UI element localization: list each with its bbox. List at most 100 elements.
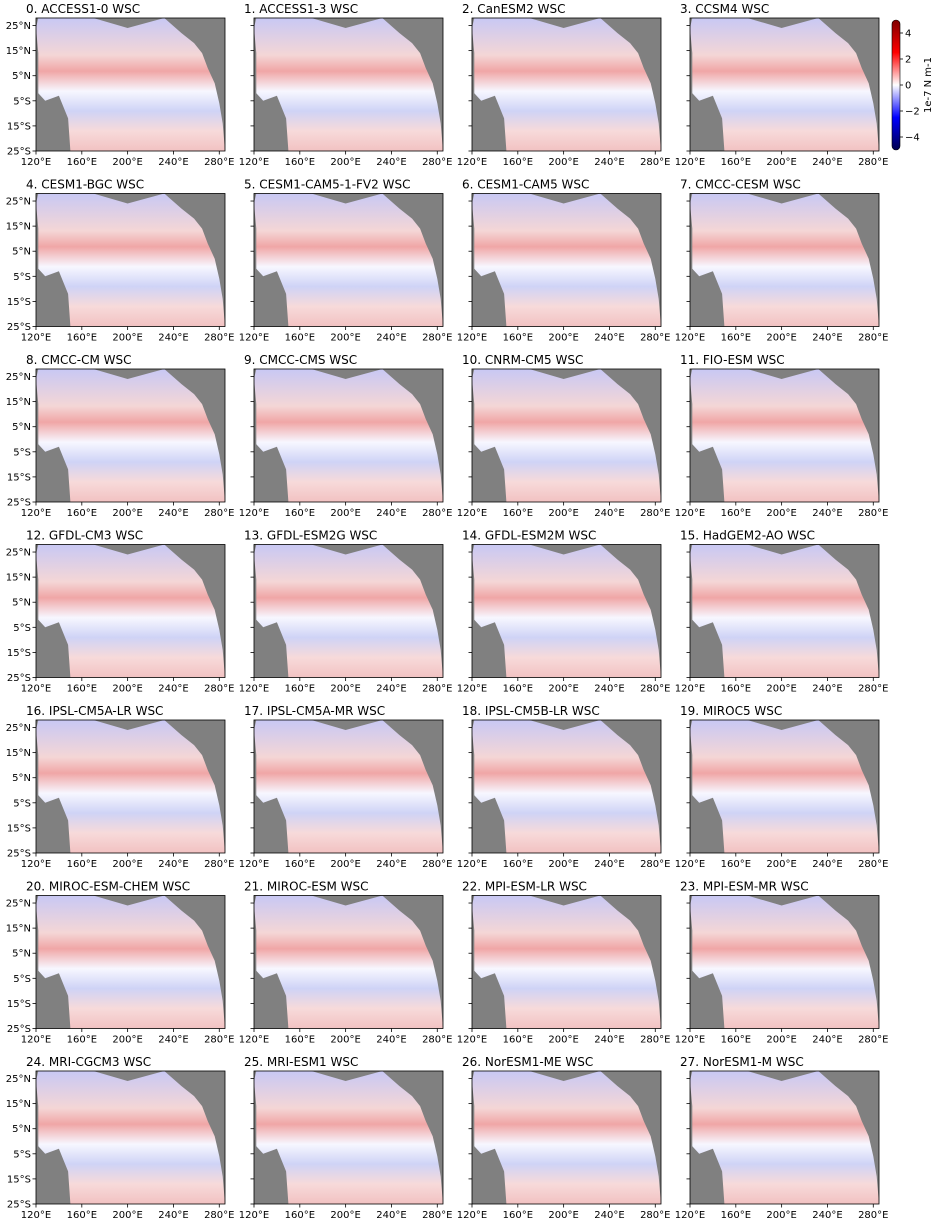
x-tick-label: 280°E (640, 1210, 670, 1221)
x-tick-label: 160°E (503, 1035, 533, 1046)
x-tick-label: 160°E (285, 1210, 315, 1221)
map-panel: 9. CMCC-CMS WSC 120°E 160°E 200°E 240°E 280°E (239, 353, 453, 519)
x-tick-label: 240°E (594, 1035, 624, 1046)
x-tick-label: 240°E (376, 684, 406, 695)
map-panel: 8. CMCC-CM WSC 120°E 160°E 200°E 240°E 280°E 2… (6, 353, 235, 519)
axes-frame (35, 17, 226, 152)
map-panel: 22. MPI-ESM-LR WSC 120°E 160°E 200°E 240°E 28… (457, 880, 671, 1046)
x-tick-label: 200°E (548, 859, 578, 870)
axes-frame (689, 544, 880, 678)
map-panel: 0. ACCESS1-0 WSC 120°E 160°E 200°E 240°E 280°… (6, 2, 235, 168)
x-tick-label: 280°E (640, 157, 670, 168)
x-tick-label: 240°E (158, 684, 188, 695)
x-tick-label: 280°E (422, 1035, 452, 1046)
y-tick-label: 5°N (12, 422, 31, 433)
x-tick-label: 240°E (812, 1035, 842, 1046)
x-tick-label: 280°E (422, 157, 452, 168)
axes-frame (471, 719, 662, 854)
curl-field (36, 720, 225, 853)
panel-title: 12. GFDL-CM3 WSC (26, 529, 143, 543)
x-tick-label: 200°E (548, 1210, 578, 1221)
panel-title: 0. ACCESS1-0 WSC (26, 2, 140, 16)
x-tick-label: 200°E (766, 508, 796, 519)
y-tick-label: 15°S (7, 472, 31, 483)
map-panel: 20. MIROC-ESM-CHEM WSC 120°E 160°E 200°E 240… (6, 880, 235, 1046)
x-tick-label: 280°E (858, 157, 888, 168)
map-panel: 2. CanESM2 WSC 120°E 160°E 200°E 240°E 280°E (457, 2, 671, 168)
y-tick-label: 15°N (6, 1099, 31, 1110)
panel-title: 27. NorESM1-M WSC (680, 1055, 804, 1069)
panel-title: 19. MIROC5 WSC (680, 704, 782, 718)
x-tick-label: 120°E (675, 333, 705, 344)
y-tick-label: 25°S (7, 498, 31, 509)
x-tick-label: 200°E (330, 859, 360, 870)
x-tick-label: 200°E (112, 1210, 142, 1221)
y-tick-label: 25°S (7, 1024, 31, 1035)
map-panel: 14. GFDL-ESM2M WSC 120°E 160°E 200°E 240°E 28… (457, 529, 671, 695)
map-panel: 1. ACCESS1-3 WSC 120°E 160°E 200°E 240°E 280°… (239, 2, 453, 168)
x-tick-label: 280°E (204, 859, 234, 870)
y-tick-label: 15°S (7, 648, 31, 659)
x-tick-label: 120°E (675, 157, 705, 168)
axes-frame (689, 193, 880, 327)
x-tick-label: 160°E (503, 1210, 533, 1221)
colorbar-tick-label: −4 (905, 133, 920, 144)
curl-field (254, 369, 443, 502)
panel-title: 13. GFDL-ESM2G WSC (244, 529, 377, 543)
map-panel: 21. MIROC-ESM WSC 120°E 160°E 200°E 240°E 280… (239, 880, 453, 1046)
axes-frame (471, 193, 662, 327)
x-tick-label: 120°E (21, 1210, 51, 1221)
axes-frame (689, 1070, 880, 1205)
x-tick-label: 240°E (376, 1035, 406, 1046)
map-panel: 13. GFDL-ESM2G WSC 120°E 160°E 200°E 240°E 28… (239, 529, 453, 695)
map-panel: 24. MRI-CGCM3 WSC 120°E 160°E 200°E 240°E 280… (6, 1055, 235, 1221)
x-tick-label: 240°E (376, 508, 406, 519)
curl-field (36, 18, 225, 151)
x-tick-label: 160°E (67, 684, 97, 695)
x-tick-label: 160°E (285, 157, 315, 168)
x-tick-label: 160°E (503, 157, 533, 168)
x-tick-label: 200°E (112, 508, 142, 519)
x-tick-label: 240°E (812, 859, 842, 870)
x-tick-label: 160°E (721, 157, 751, 168)
panel-title: 10. CNRM-CM5 WSC (462, 353, 583, 367)
x-tick-label: 280°E (858, 1210, 888, 1221)
x-tick-label: 280°E (640, 508, 670, 519)
map-panel: 26. NorESM1-ME WSC 120°E 160°E 200°E 240°E 28… (457, 1055, 671, 1221)
x-tick-label: 120°E (457, 508, 487, 519)
panel-title: 17. IPSL-CM5A-MR WSC (244, 704, 385, 718)
x-tick-label: 160°E (67, 508, 97, 519)
x-tick-label: 160°E (721, 859, 751, 870)
y-tick-label: 15°N (6, 397, 31, 408)
curl-field (36, 369, 225, 502)
x-tick-label: 160°E (503, 684, 533, 695)
x-tick-label: 280°E (858, 508, 888, 519)
x-tick-label: 240°E (158, 1210, 188, 1221)
x-tick-label: 120°E (457, 157, 487, 168)
y-tick-label: 15°S (7, 297, 31, 308)
x-tick-label: 120°E (239, 1210, 269, 1221)
map-panel: 10. CNRM-CM5 WSC 120°E 160°E 200°E 240°E 280°… (457, 353, 671, 519)
x-tick-label: 240°E (376, 859, 406, 870)
x-tick-label: 160°E (721, 333, 751, 344)
map-panel: 25. MRI-ESM1 WSC 120°E 160°E 200°E 240°E 280°… (239, 1055, 453, 1221)
x-tick-label: 280°E (422, 684, 452, 695)
map-panel: 23. MPI-ESM-MR WSC 120°E 160°E 200°E 240°E 28… (675, 880, 889, 1046)
map-panel: 19. MIROC5 WSC 120°E 160°E 200°E 240°E 280°E (675, 704, 889, 870)
curl-field (36, 193, 225, 327)
panel-title: 9. CMCC-CMS WSC (244, 353, 357, 367)
x-tick-label: 120°E (239, 859, 269, 870)
map-panel: 6. CESM1-CAM5 WSC 120°E 160°E 200°E 240°E 280… (457, 178, 671, 344)
x-tick-label: 200°E (330, 508, 360, 519)
x-tick-label: 200°E (112, 1035, 142, 1046)
y-tick-label: 5°S (13, 623, 31, 634)
y-tick-label: 25°N (6, 899, 31, 910)
y-tick-label: 15°S (7, 823, 31, 834)
axes-frame (253, 544, 444, 678)
x-tick-label: 120°E (457, 1035, 487, 1046)
panel-title: 7. CMCC-CESM WSC (680, 178, 801, 192)
y-tick-label: 25°S (7, 1200, 31, 1211)
x-tick-label: 160°E (67, 859, 97, 870)
x-tick-label: 240°E (594, 508, 624, 519)
x-tick-label: 120°E (675, 859, 705, 870)
